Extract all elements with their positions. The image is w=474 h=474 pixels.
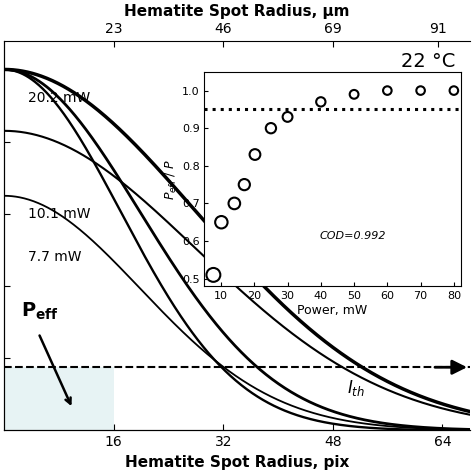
Text: $\mathit{I_{th}}$: $\mathit{I_{th}}$: [346, 378, 365, 398]
Text: 10.1 mW: 10.1 mW: [28, 207, 91, 220]
Text: $\mathbf{P_{eff}}$: $\mathbf{P_{eff}}$: [21, 301, 59, 322]
Text: 20.2 mW: 20.2 mW: [28, 91, 91, 105]
Text: 22 °C: 22 °C: [401, 52, 456, 71]
X-axis label: Hematite Spot Radius, pix: Hematite Spot Radius, pix: [125, 455, 349, 470]
Text: 7.7 mW: 7.7 mW: [28, 250, 82, 264]
X-axis label: Hematite Spot Radius, μm: Hematite Spot Radius, μm: [124, 4, 350, 19]
Bar: [4, 367, 114, 430]
